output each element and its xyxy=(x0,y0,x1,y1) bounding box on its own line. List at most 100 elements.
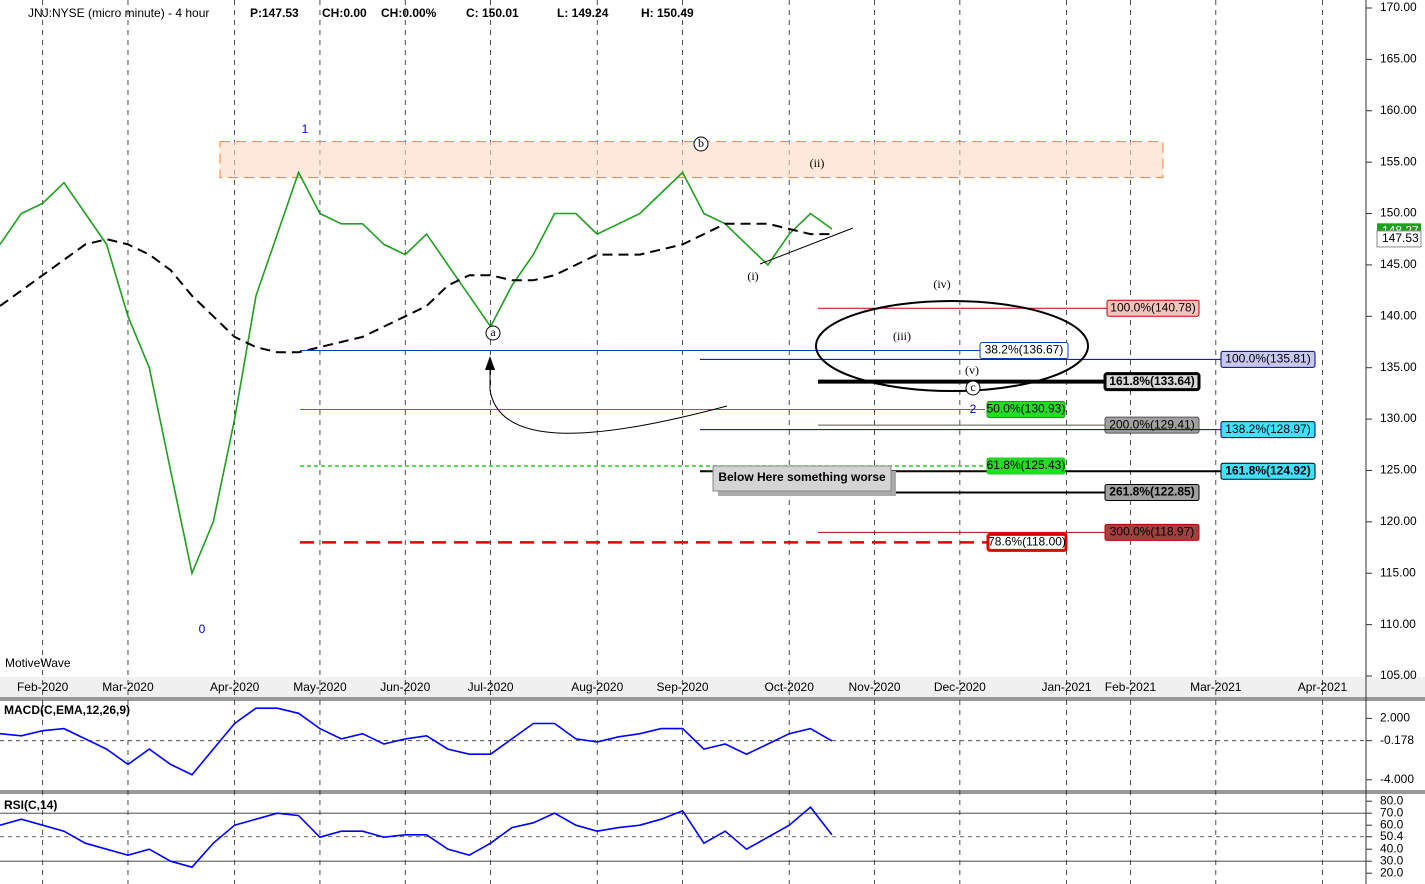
y-tick-label: 110.00 xyxy=(1380,617,1416,631)
panel-divider xyxy=(0,697,1425,701)
y-tick-label: -0.178 xyxy=(1380,733,1414,747)
y-tick-label: 105.00 xyxy=(1380,668,1417,682)
note: Below Here something worse xyxy=(718,470,886,484)
x-tick-label: Feb-2021 xyxy=(1105,680,1157,694)
fib-label-box xyxy=(986,532,1068,552)
indicator-line xyxy=(0,806,833,869)
x-tick-label: Jul-2020 xyxy=(468,680,514,694)
wave-label: c xyxy=(970,380,975,394)
y-tick-label: 70.0 xyxy=(1380,805,1404,819)
trendline xyxy=(759,227,854,265)
y-tick-label: 20.0 xyxy=(1380,865,1404,879)
note-box xyxy=(712,465,892,492)
y-tick-label: 60.0 xyxy=(1380,817,1404,831)
panel-title: MACD(C,EMA,12,26,9) xyxy=(4,703,130,717)
wave-circle xyxy=(485,325,501,341)
price-line xyxy=(0,170,833,576)
wave-circle xyxy=(693,136,709,152)
y-tick-label: 115.00 xyxy=(1380,565,1416,579)
fib-label: 161.8%(124.92) xyxy=(1225,463,1310,477)
y-tick-label: -4.000 xyxy=(1380,772,1414,786)
header-text: JNJ:NYSE (micro minute) - 4 hour xyxy=(28,6,209,20)
x-tick-label: Apr-2020 xyxy=(210,680,260,694)
fib-label: 138.2%(128.97) xyxy=(1225,422,1310,436)
x-tick-label: May-2020 xyxy=(293,680,347,694)
fib-label: 78.6%(118.00) xyxy=(988,535,1066,549)
ellipse xyxy=(815,300,1089,392)
wave-label: (i) xyxy=(747,269,758,283)
header-text: C: 150.01 xyxy=(466,6,519,20)
panel-divider xyxy=(0,790,1425,794)
wave-circle xyxy=(965,380,981,396)
x-tick-label: Sep-2020 xyxy=(657,680,709,694)
moving-average xyxy=(0,222,832,354)
x-tick-label: Mar-2021 xyxy=(1190,680,1242,694)
y-tick-label: 135.00 xyxy=(1380,360,1417,374)
wave-label: (ii) xyxy=(810,156,825,170)
fib-label-box xyxy=(979,342,1069,360)
x-tick-label: Mar-2020 xyxy=(102,680,154,694)
header-text: H: 150.49 xyxy=(641,6,694,20)
fib-label: 161.8%(133.64) xyxy=(1109,374,1194,388)
x-tick-label: Jun-2020 xyxy=(380,680,430,694)
price-tag xyxy=(1376,230,1422,248)
y-tick-label: 165.00 xyxy=(1380,52,1417,66)
y-tick-label: 125.00 xyxy=(1380,463,1417,477)
wave-label: 2 xyxy=(970,402,977,416)
y-tick-label: 40.0 xyxy=(1380,841,1404,855)
watermark: MotiveWave xyxy=(5,656,71,670)
fib-label: 100.0%(135.81) xyxy=(1225,352,1310,366)
fib-label-box xyxy=(1220,421,1316,439)
y-tick-label: 150.00 xyxy=(1380,206,1417,220)
fib-label: 38.2%(136.67) xyxy=(985,343,1064,357)
fib-label: 100.0%(140.78) xyxy=(1110,300,1195,314)
header-text: CH:0.00 xyxy=(322,6,367,20)
fib-label-box xyxy=(1104,484,1200,502)
y-tick-label: 80.0 xyxy=(1380,793,1404,807)
fib-label-box xyxy=(1220,350,1316,368)
fib-label: 300.0%(118.97) xyxy=(1110,525,1195,539)
arrow xyxy=(489,366,728,434)
y-tick-label: 140.00 xyxy=(1380,308,1417,322)
fib-label-box xyxy=(1104,416,1200,434)
fib-label-box xyxy=(1103,372,1201,392)
fib-label: 200.0%(129.41) xyxy=(1109,417,1194,431)
y-tick-label: 155.00 xyxy=(1380,154,1417,168)
wave-label: (v) xyxy=(965,363,979,377)
resistance-zone xyxy=(219,141,1164,179)
wave-label: b xyxy=(698,136,704,150)
wave-label: (iv) xyxy=(933,277,950,291)
price-tag-label: 147.53 xyxy=(1382,231,1419,245)
y-tick-label: 50.4 xyxy=(1380,829,1404,843)
wave-label: 1 xyxy=(302,122,309,136)
wave-label: 0 xyxy=(199,622,206,636)
x-tick-label: Nov-2020 xyxy=(849,680,901,694)
x-tick-label: Oct-2020 xyxy=(765,680,815,694)
fib-label-box xyxy=(1106,299,1200,317)
fib-label-box xyxy=(1104,523,1200,541)
fib-label-box xyxy=(986,457,1066,475)
fib-label: 50.0%(130.93) xyxy=(987,402,1066,416)
panel-title: RSI(C,14) xyxy=(4,798,57,812)
fib-label-box xyxy=(986,401,1066,419)
x-tick-label: Jan-2021 xyxy=(1041,680,1091,694)
header-text: P:147.53 xyxy=(250,6,299,20)
x-tick-label: Dec-2020 xyxy=(934,680,986,694)
wave-label: a xyxy=(490,325,496,339)
header-text: CH:0.00% xyxy=(381,6,437,20)
fib-label-box xyxy=(1220,462,1316,480)
arrow-head xyxy=(485,356,495,370)
fib-label: 261.8%(122.85) xyxy=(1109,485,1194,499)
x-tick-label: Apr-2021 xyxy=(1298,680,1348,694)
fib-label: 61.8%(125.43) xyxy=(987,458,1066,472)
header-text: L: 149.24 xyxy=(557,6,609,20)
y-tick-label: 145.00 xyxy=(1380,257,1417,271)
y-tick-label: 130.00 xyxy=(1380,411,1417,425)
y-tick-label: 160.00 xyxy=(1380,103,1417,117)
y-tick-label: 2.000 xyxy=(1380,711,1410,725)
y-tick-label: 30.0 xyxy=(1380,853,1404,867)
indicator-line xyxy=(0,707,833,776)
x-tick-label: Feb-2020 xyxy=(17,680,69,694)
